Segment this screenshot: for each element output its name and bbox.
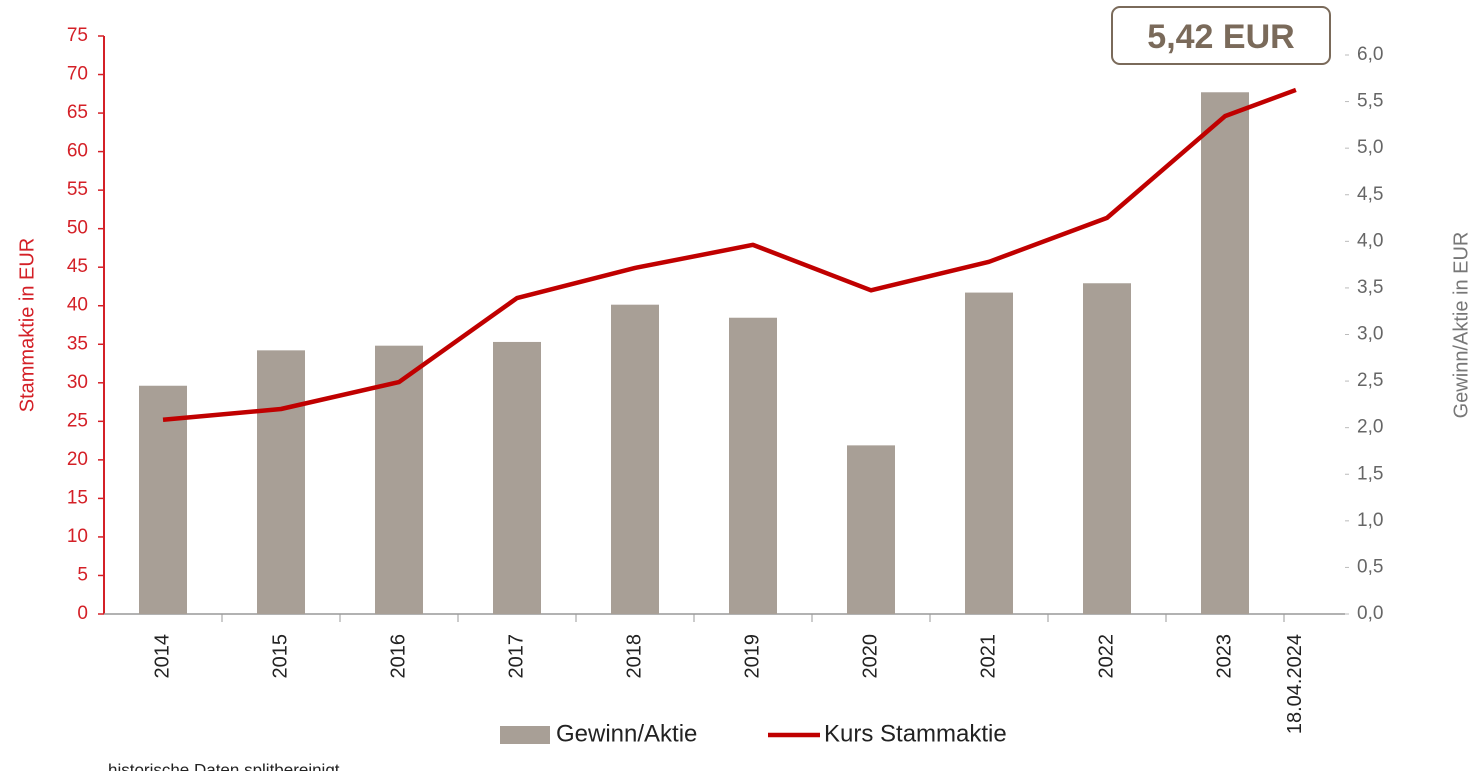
y2-tick-label: 5,5 (1357, 91, 1383, 112)
y2-axis-label: Gewinn/Aktie in EUR (1450, 232, 1472, 419)
x-tick-label: 18.04.2024 (1284, 634, 1306, 734)
line (162, 87, 1297, 423)
y2-tick-label: 6,0 (1357, 44, 1383, 65)
y2-tick-label: 0,0 (1357, 603, 1383, 624)
y2-tick-label: 5,0 (1357, 137, 1383, 158)
bar (729, 317, 777, 614)
y-tick-label: 55 (67, 179, 88, 200)
bar (611, 304, 659, 614)
y-tick-label: 25 (67, 410, 88, 431)
x-tick-label: 2020 (859, 634, 881, 679)
bar (375, 345, 423, 614)
x-tick-label: 2021 (977, 634, 999, 679)
legend-swatch (500, 726, 550, 744)
y-tick-label: 35 (67, 333, 88, 354)
y-tick-label: 40 (67, 295, 88, 316)
annotation: 5,42 EUR (1147, 18, 1294, 56)
x-tick-label: 2023 (1213, 634, 1235, 679)
annotation-box (1111, 6, 1331, 65)
y-tick-label: 60 (67, 141, 88, 162)
bar (139, 385, 187, 614)
y2-tick-label: 4,0 (1357, 230, 1383, 251)
y2-tick-label: 1,0 (1357, 510, 1383, 531)
y2-tick-label: 0,5 (1357, 556, 1383, 577)
x-tick-label: 2014 (151, 634, 173, 679)
y2-tick-label: 3,0 (1357, 324, 1383, 345)
y2-tick-label: 2,0 (1357, 417, 1383, 438)
bar (257, 350, 305, 614)
y2-tick-label: 2,5 (1357, 370, 1383, 391)
y-tick-label: 45 (67, 256, 88, 277)
y-tick-label: 10 (67, 526, 88, 547)
y-tick-label: 75 (67, 25, 88, 46)
x-tick-label: 2015 (269, 634, 291, 679)
y-tick-label: 15 (67, 487, 88, 508)
legend-label: Kurs Stammaktie (824, 720, 1007, 747)
y2-tick-label: 1,5 (1357, 463, 1383, 484)
y-tick-label: 30 (67, 372, 88, 393)
x-tick-label: 2019 (741, 634, 763, 679)
y2-tick-label: 3,5 (1357, 277, 1383, 298)
y-tick-label: 50 (67, 218, 88, 239)
bar (1201, 92, 1249, 615)
y2-tick-label: 4,5 (1357, 184, 1383, 205)
x-tick-label: 2018 (623, 634, 645, 679)
y-tick-label: 5 (77, 564, 88, 585)
bar (493, 341, 541, 614)
y-tick-label: 65 (67, 102, 88, 123)
bar (965, 292, 1013, 614)
bar (847, 445, 895, 614)
x-tick-label: 2016 (387, 634, 409, 679)
y-tick-label: 70 (67, 64, 88, 85)
bar (1083, 283, 1131, 614)
x-tick-label: 2022 (1095, 634, 1117, 679)
footnote: historische Daten splitbereinigt (108, 760, 340, 771)
y-tick-label: 0 (77, 603, 88, 624)
y-tick-label: 20 (67, 449, 88, 470)
y-axis-label: Stammaktie in EUR (16, 238, 38, 413)
x-tick-label: 2017 (505, 634, 527, 679)
legend-label: Gewinn/Aktie (556, 720, 697, 747)
